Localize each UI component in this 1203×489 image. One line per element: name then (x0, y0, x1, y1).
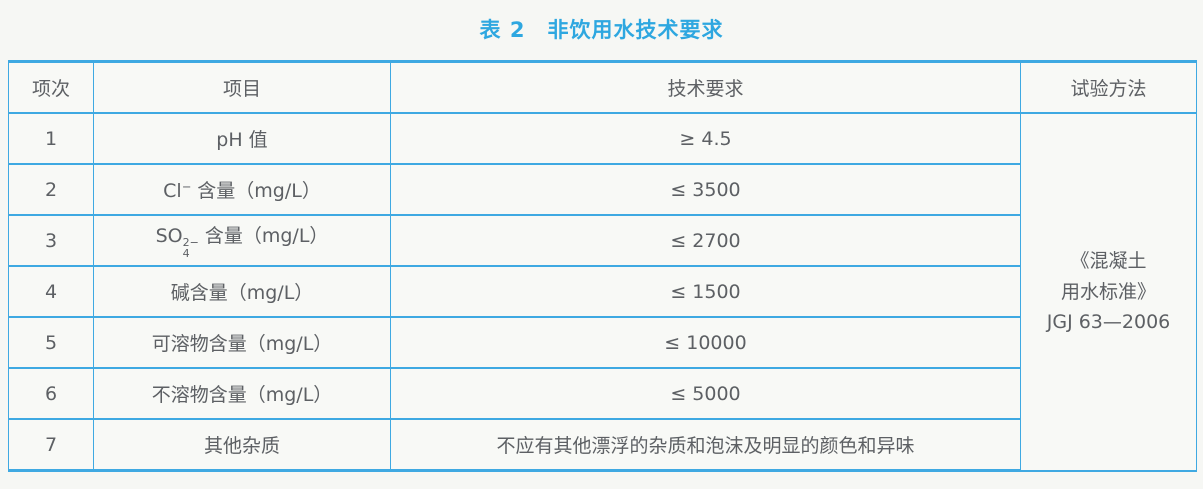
test-method-line: 用水标准》 (1060, 280, 1156, 303)
table-row-2: 2 Cl− 含量（mg/L） ≤ 3500 (8, 163, 1197, 216)
row-no: 6 (8, 367, 94, 420)
requirement-value: ≥ 4.5 (390, 112, 1021, 165)
test-method-cell: 《混凝土 用水标准》 JGJ 63—2006 (1020, 112, 1197, 472)
header-item-no: 项次 (8, 60, 94, 114)
row-no: 1 (8, 112, 94, 165)
item-name: SO 2− 4 含量（mg/L） (93, 214, 391, 267)
chemical-formula: Cl− 含量（mg/L） (163, 179, 321, 202)
header-item: 项目 (93, 60, 391, 114)
item-name: 可溶物含量（mg/L） (93, 316, 391, 369)
header-test-method: 试验方法 (1020, 60, 1197, 114)
requirement-value: ≤ 2700 (390, 214, 1021, 267)
table-row-1: 1 pH 值 ≥ 4.5 《混凝土 用水标准》 JGJ 63—2006 (8, 112, 1197, 472)
requirement-value: ≤ 5000 (390, 367, 1021, 420)
table-row-5: 5 可溶物含量（mg/L） ≤ 10000 (8, 316, 1197, 369)
superscript: − (181, 179, 192, 194)
row-no: 2 (8, 163, 94, 216)
row-no: 4 (8, 265, 94, 318)
item-name: 碱含量（mg/L） (93, 265, 391, 318)
table-title: 表 2 非饮用水技术要求 (479, 18, 724, 42)
requirement-value: ≤ 10000 (390, 316, 1021, 369)
table-row-3: 3 SO 2− 4 含量（mg/L） ≤ 2700 (8, 214, 1197, 267)
superscript: 2− (182, 235, 199, 249)
requirement-value: ≤ 1500 (390, 265, 1021, 318)
item-name: Cl− 含量（mg/L） (93, 163, 391, 216)
non-drinking-water-requirements-table: 项次 项目 技术要求 试验方法 1 pH 值 ≥ 4.5 《混凝土 用水标准》 … (8, 60, 1197, 472)
table-row-6: 6 不溶物含量（mg/L） ≤ 5000 (8, 367, 1197, 420)
test-method-line: JGJ 63—2006 (1046, 310, 1171, 333)
sub-sup-stack: 2− 4 (183, 237, 199, 260)
table-row-7: 7 其他杂质 不应有其他漂浮的杂质和泡沫及明显的颜色和异味 (8, 418, 1197, 472)
chemical-formula: SO 2− 4 含量（mg/L） (155, 225, 329, 261)
item-name: 不溶物含量（mg/L） (93, 367, 391, 420)
table-row-4: 4 碱含量（mg/L） ≤ 1500 (8, 265, 1197, 318)
item-name: pH 值 (93, 112, 391, 165)
row-no: 7 (8, 418, 94, 472)
subscript: 4 (182, 247, 190, 261)
requirement-value: ≤ 3500 (390, 163, 1021, 216)
row-no: 5 (8, 316, 94, 369)
requirement-value: 不应有其他漂浮的杂质和泡沫及明显的颜色和异味 (390, 418, 1021, 472)
item-name: 其他杂质 (93, 418, 391, 472)
test-method-line: 《混凝土 (1070, 250, 1147, 273)
row-no: 3 (8, 214, 94, 267)
header-requirement: 技术要求 (390, 60, 1021, 114)
table-header-row: 项次 项目 技术要求 试验方法 (8, 60, 1197, 114)
